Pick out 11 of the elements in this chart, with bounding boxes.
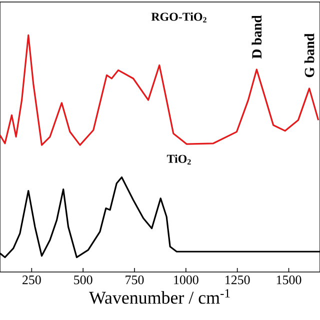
x-tick-label: 250 [22,276,41,284]
x-axis-title: Wavenumber / cm$^{-1}$ [89,289,230,304]
x-tick-label: 1500 [276,276,302,284]
annotation: G band [304,33,314,78]
text: RGO-TiO$_{2}$ [151,12,206,22]
annotation: D band [252,15,262,59]
x-tick-label: 1000 [174,276,198,284]
x-tick-label: 750 [126,276,144,284]
text: TiO$_{2}$ [166,154,191,165]
x-tick-label: 500 [74,276,92,284]
x-tick-label: 1250 [226,276,250,284]
